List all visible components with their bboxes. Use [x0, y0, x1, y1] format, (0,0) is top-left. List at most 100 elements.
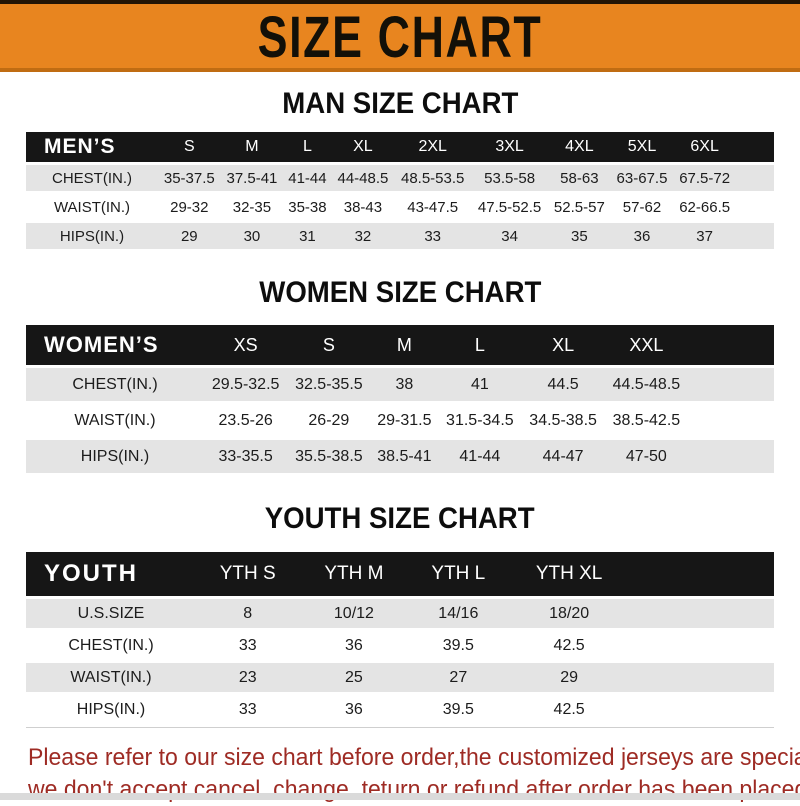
column-header: XL: [331, 132, 395, 162]
table-cell: 58-63: [548, 165, 611, 191]
table-cell: 10/12: [299, 599, 409, 628]
table-cell: 57-62: [610, 194, 674, 220]
table-cell: 53.5-58: [471, 165, 549, 191]
table-cell: 52.5-57: [548, 194, 611, 220]
column-header: L: [438, 325, 522, 365]
table-cell: 35: [548, 223, 611, 249]
table-cell: 44.5: [521, 368, 605, 401]
table-header-row: YOUTH YTH S YTH M YTH L YTH XL: [26, 552, 774, 596]
table-cell: 41: [438, 368, 522, 401]
table-cell: 14/16: [408, 599, 509, 628]
table-cell: 33: [196, 695, 300, 724]
table-cell: 38.5-42.5: [604, 404, 688, 437]
table-row: WAIST(IN.) 23.5-26 26-29 29-31.5 31.5-34.5 34…: [26, 404, 774, 437]
table-cell: 29.5-32.5: [204, 368, 288, 401]
table-cell: 35.5-38.5: [287, 440, 371, 473]
table-cell: 31: [283, 223, 332, 249]
table-cell: 29: [158, 223, 221, 249]
table-cell: 8: [196, 599, 300, 628]
row-label: WAIST(IN.): [26, 194, 158, 220]
order-policy-line-1: Please refer to our size chart before or…: [28, 744, 800, 771]
table-cell: 47.5-52.5: [471, 194, 549, 220]
row-label: HIPS(IN.): [26, 695, 196, 724]
row-label: CHEST(IN.): [26, 368, 204, 401]
table-cell: 33: [394, 223, 472, 249]
table-cell: 41-44: [438, 440, 522, 473]
table-row: HIPS(IN.) 33 36 39.5 42.5: [26, 695, 774, 724]
men-size-table: MEN’S S M L XL 2XL 3XL 4XL 5XL 6XL CHEST(IN.) 35-37…: [26, 129, 774, 252]
table-cell: 35-38: [283, 194, 332, 220]
row-label: U.S.SIZE: [26, 599, 196, 628]
spacer-cell: [688, 325, 774, 365]
table-header-row: WOMEN’S XS S M L XL XXL: [26, 325, 774, 365]
table-row: WAIST(IN.) 29-32 32-35 35-38 38-43 43-47.5 47.…: [26, 194, 774, 220]
size-chart-banner: SIZE CHART: [0, 0, 800, 72]
table-cell: 36: [610, 223, 674, 249]
spacer-cell: [736, 132, 774, 162]
spacer-cell: [630, 695, 774, 724]
women-section-heading-text: WOMEN SIZE CHART: [258, 276, 542, 309]
women-section-heading: WOMEN SIZE CHART: [0, 252, 800, 322]
table-cell: 25: [299, 663, 409, 692]
column-header: L: [283, 132, 332, 162]
section-men: MAN SIZE CHART MEN’S S M L XL 2XL 3XL 4XL 5XL 6XL…: [0, 72, 800, 252]
spacer-cell: [688, 368, 774, 401]
table-row: HIPS(IN.) 33-35.5 35.5-38.5 38.5-41 41-44 44-…: [26, 440, 774, 473]
table-cell: 23: [196, 663, 300, 692]
table-row: CHEST(IN.) 33 36 39.5 42.5: [26, 631, 774, 660]
column-header: 3XL: [471, 132, 549, 162]
table-cell: 32: [331, 223, 395, 249]
column-header: YTH S: [196, 552, 300, 596]
spacer-cell: [630, 599, 774, 628]
table-cell: 47-50: [604, 440, 688, 473]
table-title-cell: YOUTH: [26, 552, 196, 596]
table-cell: 67.5-72: [673, 165, 736, 191]
spacer-cell: [688, 440, 774, 473]
table-cell: 39.5: [408, 695, 509, 724]
spacer-cell: [736, 165, 774, 191]
row-label: WAIST(IN.): [26, 663, 196, 692]
table-cell: 34: [471, 223, 549, 249]
table-cell: 23.5-26: [204, 404, 288, 437]
youth-section-heading: YOUTH SIZE CHART: [0, 476, 800, 549]
column-header: XL: [521, 325, 605, 365]
table-row: WAIST(IN.) 23 25 27 29: [26, 663, 774, 692]
youth-section-heading-text: YOUTH SIZE CHART: [265, 502, 535, 535]
table-cell: 29-31.5: [370, 404, 439, 437]
column-header: XXL: [604, 325, 688, 365]
row-label: HIPS(IN.): [26, 440, 204, 473]
table-cell: 38.5-41: [370, 440, 439, 473]
table-cell: 36: [299, 695, 409, 724]
table-header-row: MEN’S S M L XL 2XL 3XL 4XL 5XL 6XL: [26, 132, 774, 162]
spacer-cell: [630, 663, 774, 692]
men-section-heading: MAN SIZE CHART: [0, 72, 800, 129]
table-cell: 18/20: [508, 599, 630, 628]
column-header: M: [370, 325, 439, 365]
column-header: 4XL: [548, 132, 611, 162]
row-label: CHEST(IN.): [26, 165, 158, 191]
table-row: CHEST(IN.) 35-37.5 37.5-41 41-44 44-48.5 48.5…: [26, 165, 774, 191]
section-women: WOMEN SIZE CHART WOMEN’S XS S M L XL XXL CHEST(…: [0, 252, 800, 476]
table-cell: 33-35.5: [204, 440, 288, 473]
spacer-cell: [736, 194, 774, 220]
column-header: S: [287, 325, 371, 365]
spacer-cell: [688, 404, 774, 437]
table-cell: 38-43: [331, 194, 395, 220]
table-cell: 63-67.5: [610, 165, 674, 191]
table-cell: 29-32: [158, 194, 221, 220]
women-size-table: WOMEN’S XS S M L XL XXL CHEST(IN.) 29.5-32.5 32.5…: [26, 322, 774, 476]
table-cell: 32-35: [220, 194, 284, 220]
column-header: S: [158, 132, 221, 162]
table-cell: 62-66.5: [673, 194, 736, 220]
column-header: XS: [204, 325, 288, 365]
table-cell: 36: [299, 631, 409, 660]
table-cell: 32.5-35.5: [287, 368, 371, 401]
row-label: HIPS(IN.): [26, 223, 158, 249]
table-cell: 42.5: [508, 695, 630, 724]
row-label: CHEST(IN.): [26, 631, 196, 660]
table-cell: 29: [508, 663, 630, 692]
column-header: M: [220, 132, 284, 162]
banner-title: SIZE CHART: [257, 2, 543, 70]
table-cell: 44.5-48.5: [604, 368, 688, 401]
men-section-heading-text: MAN SIZE CHART: [281, 87, 519, 120]
